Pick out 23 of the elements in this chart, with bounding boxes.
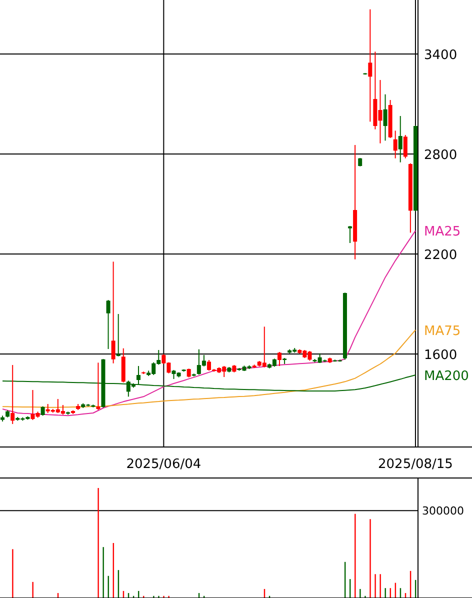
candlestick (96, 362, 100, 410)
series-label: MA25 (424, 224, 461, 240)
line-series (2, 330, 416, 408)
candlestick (368, 8, 372, 122)
text: 300000 (422, 504, 464, 518)
series-label: MA200 (424, 369, 469, 384)
candlestick (106, 300, 110, 350)
y-tick-label: 3400 (424, 48, 458, 63)
candlestick (111, 261, 116, 364)
candlestick (10, 364, 15, 424)
candlestick (398, 116, 402, 163)
candlestick (278, 352, 282, 366)
x-tick-label: 2025/06/04 (126, 457, 202, 472)
candlestick (348, 226, 352, 244)
y-tick-label: 2800 (424, 148, 458, 163)
candlestick (40, 406, 45, 416)
candlestick (393, 130, 398, 159)
candlestick (403, 134, 408, 159)
y-tick-label: 2200 (424, 248, 458, 263)
x-tick-label: 2025/08/15 (378, 457, 453, 472)
y-tick-label: 1600 (424, 348, 458, 363)
candlestick (383, 94, 388, 142)
series-label: MA75 (424, 324, 461, 339)
